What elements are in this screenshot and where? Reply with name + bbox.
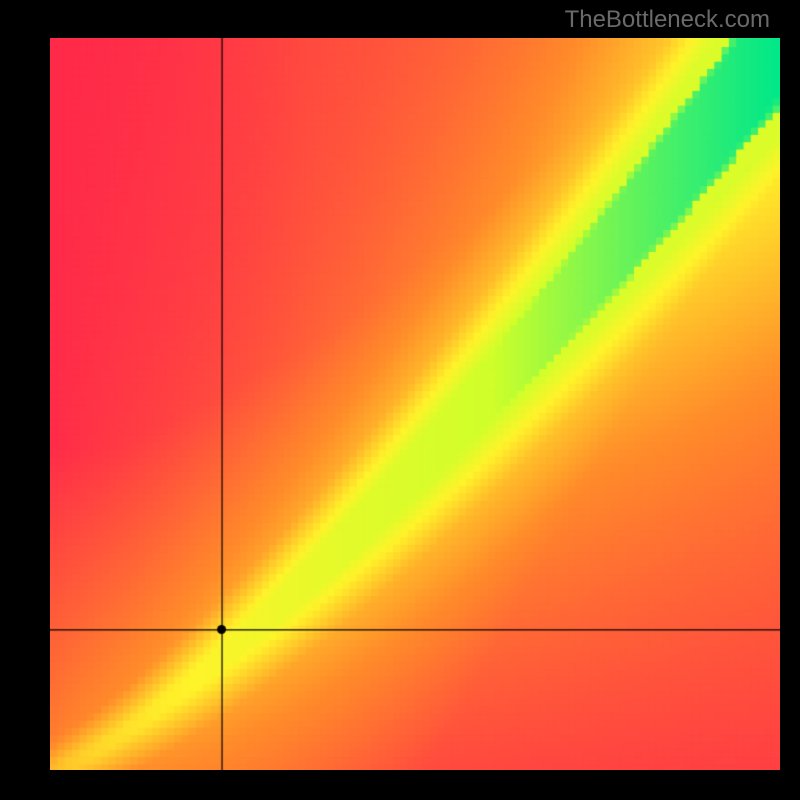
watermark-text: TheBottleneck.com xyxy=(565,6,770,34)
bottleneck-heatmap xyxy=(50,38,780,770)
chart-container: TheBottleneck.com xyxy=(0,0,800,800)
